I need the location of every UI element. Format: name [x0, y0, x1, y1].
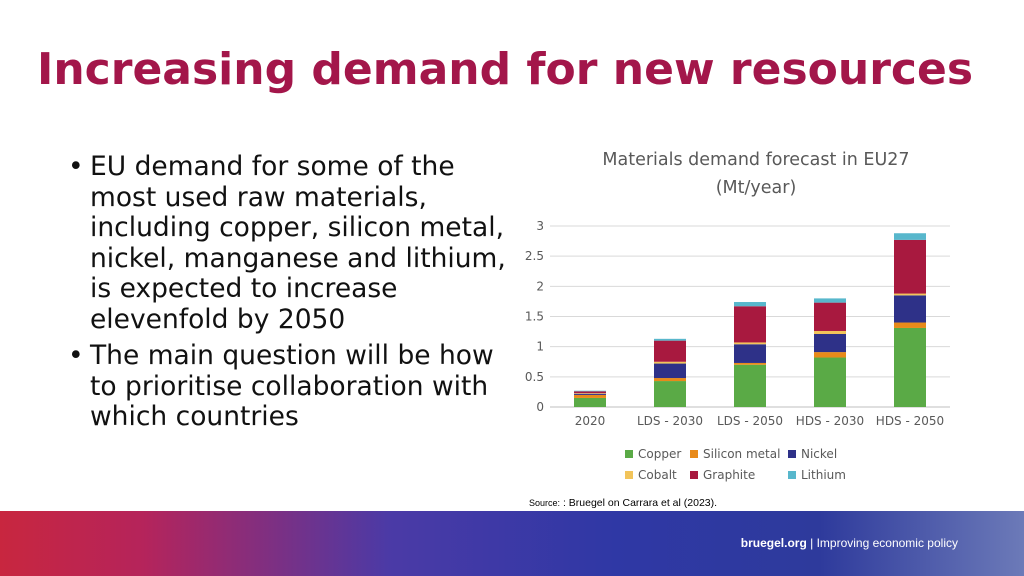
bar-segment-silicon-metal — [734, 362, 766, 365]
bar-segment-graphite — [654, 340, 686, 362]
x-tick-label: LDS - 2030 — [637, 414, 703, 428]
bar-segment-copper — [734, 364, 766, 407]
bar-segment-graphite — [894, 239, 926, 294]
bar-segment-cobalt — [654, 361, 686, 364]
legend-swatch — [625, 471, 633, 479]
x-tick-label: HDS - 2030 — [796, 414, 864, 428]
y-tick-label: 0 — [536, 400, 544, 414]
legend-swatch — [788, 450, 796, 458]
x-tick-label: HDS - 2050 — [876, 414, 944, 428]
footer-band — [0, 511, 1024, 576]
legend-label: Graphite — [703, 468, 755, 482]
bullet-list: • EU demand for some of the most used raw… — [68, 151, 508, 439]
bar-segment-cobalt — [734, 342, 766, 345]
bar-segment-nickel — [894, 295, 926, 323]
x-axis-ticks: 2020 LDS - 2030 LDS - 2050 HDS - 2030 HDS - … — [575, 414, 944, 428]
y-tick-label: 3 — [536, 219, 544, 233]
y-tick-label: 2 — [536, 279, 544, 293]
bar-segment-cobalt — [574, 393, 606, 394]
legend-swatch — [690, 450, 698, 458]
bar-segment-silicon-metal — [574, 394, 606, 398]
bar-segment-lithium — [814, 298, 846, 303]
legend-label: Nickel — [801, 447, 837, 461]
legend-label: Cobalt — [638, 468, 677, 482]
bullet-item: • The main question will be how to priori… — [68, 340, 508, 433]
x-tick-label: LDS - 2050 — [717, 414, 783, 428]
bar-segment-copper — [654, 381, 686, 407]
bar-segment-copper — [814, 357, 846, 407]
legend-label: Silicon metal — [703, 447, 780, 461]
y-tick-label: 1.5 — [525, 310, 544, 324]
chart-legend: Copper Silicon metal Nickel Cobalt Graphite L… — [625, 447, 846, 482]
bar-segment-silicon-metal — [894, 322, 926, 328]
bar-segment-nickel — [734, 344, 766, 363]
bar-segment-lithium — [894, 233, 926, 240]
legend-swatch — [625, 450, 633, 458]
chart-title-line-1: Materials demand forecast in EU27 — [602, 150, 910, 170]
bar-segment-graphite — [574, 391, 606, 394]
y-tick-label: 1 — [536, 340, 544, 354]
footer-text: bruegel.org | Improving economic policy — [741, 536, 958, 550]
bar-segment-nickel — [654, 363, 686, 379]
legend-swatch — [690, 471, 698, 479]
footer-site: bruegel.org — [740, 536, 807, 550]
slide-title: Increasing demand for new resources — [36, 44, 974, 95]
source-label: Source: — [529, 498, 561, 508]
bar-segment-lithium — [734, 302, 766, 307]
bar-segment-graphite — [734, 306, 766, 343]
chart-title: Materials demand forecast in EU27 (Mt/ye… — [556, 146, 956, 202]
legend-swatch — [788, 471, 796, 479]
legend-label: Lithium — [801, 468, 846, 482]
bullet-glyph: • — [68, 151, 84, 182]
bar-segment-nickel — [814, 333, 846, 353]
y-tick-label: 2.5 — [525, 249, 544, 263]
bar-segment-nickel — [574, 393, 606, 395]
bar-segment-silicon-metal — [654, 378, 686, 382]
bar-segment-cobalt — [894, 293, 926, 296]
legend-label: Copper — [638, 447, 681, 461]
stacked-bar-chart: 0 0.5 1 1.5 2 2.5 3 2020 LDS - 2030 LDS - 2050 HD… — [525, 219, 950, 482]
x-tick-label: 2020 — [575, 414, 606, 428]
bullet-item: • EU demand for some of the most used raw… — [68, 151, 508, 335]
bullet-text: EU demand for some of the most used raw … — [90, 151, 506, 335]
chart-title-line-2: (Mt/year) — [715, 178, 797, 198]
footer-separator: | — [806, 536, 817, 550]
bullet-glyph: • — [68, 340, 84, 371]
source-note: Source: : Bruegel on Carrara et al (2023… — [529, 497, 717, 509]
source-text: : Bruegel on Carrara et al (2023). — [562, 497, 718, 509]
chart-bars — [574, 233, 926, 407]
bar-segment-copper — [894, 327, 926, 407]
bar-segment-lithium — [574, 390, 606, 392]
footer-tagline: Improving economic policy — [816, 536, 958, 550]
bullet-text: The main question will be how to priorit… — [90, 340, 494, 432]
y-axis-ticks: 0 0.5 1 1.5 2 2.5 3 — [525, 219, 544, 414]
bar-segment-copper — [574, 397, 606, 407]
bar-segment-graphite — [814, 302, 846, 331]
bar-segment-silicon-metal — [814, 352, 846, 358]
bar-segment-cobalt — [814, 330, 846, 334]
bar-segment-lithium — [654, 338, 686, 341]
y-tick-label: 0.5 — [525, 370, 544, 384]
